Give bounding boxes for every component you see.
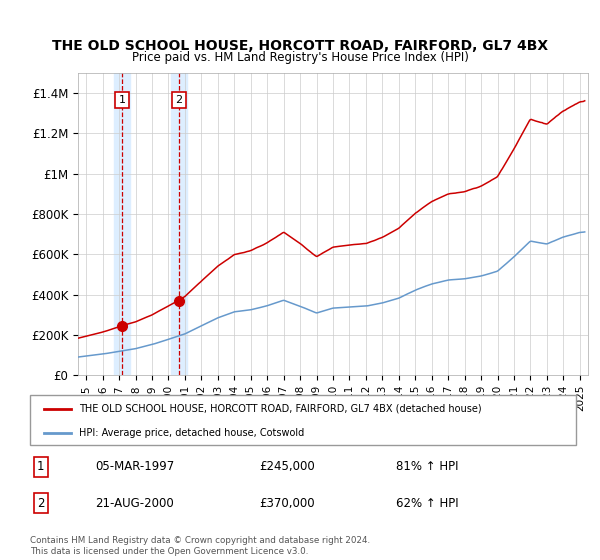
Text: 62% ↑ HPI: 62% ↑ HPI <box>396 497 458 510</box>
Text: 2: 2 <box>175 95 182 105</box>
Text: 05-MAR-1997: 05-MAR-1997 <box>95 460 175 473</box>
Text: Contains HM Land Registry data © Crown copyright and database right 2024.
This d: Contains HM Land Registry data © Crown c… <box>30 536 370 556</box>
Text: 1: 1 <box>118 95 125 105</box>
Text: £245,000: £245,000 <box>259 460 315 473</box>
FancyBboxPatch shape <box>30 395 576 445</box>
Bar <box>113 73 130 375</box>
Text: 1: 1 <box>37 460 44 473</box>
Text: Price paid vs. HM Land Registry's House Price Index (HPI): Price paid vs. HM Land Registry's House … <box>131 52 469 64</box>
Text: 21-AUG-2000: 21-AUG-2000 <box>95 497 174 510</box>
Text: 81% ↑ HPI: 81% ↑ HPI <box>396 460 458 473</box>
Text: 2: 2 <box>37 497 44 510</box>
Text: THE OLD SCHOOL HOUSE, HORCOTT ROAD, FAIRFORD, GL7 4BX: THE OLD SCHOOL HOUSE, HORCOTT ROAD, FAIR… <box>52 39 548 53</box>
Text: HPI: Average price, detached house, Cotswold: HPI: Average price, detached house, Cots… <box>79 428 304 437</box>
Bar <box>170 73 187 375</box>
Text: £370,000: £370,000 <box>259 497 315 510</box>
Text: THE OLD SCHOOL HOUSE, HORCOTT ROAD, FAIRFORD, GL7 4BX (detached house): THE OLD SCHOOL HOUSE, HORCOTT ROAD, FAIR… <box>79 404 482 414</box>
